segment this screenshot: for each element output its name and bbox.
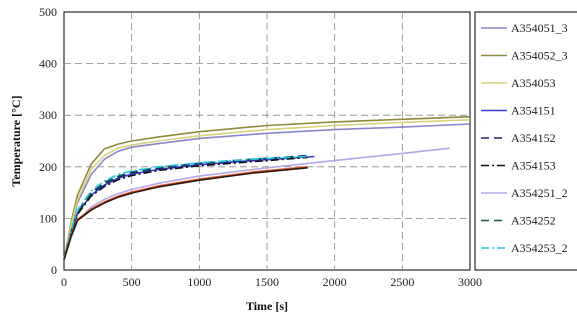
legend-label: A354253_2 [511,241,568,255]
series-line-A354252 [63,155,308,260]
y-axis-ticks: 0 100 200 300 400 500 [39,5,57,277]
legend-label: A354251_2 [511,186,568,200]
x-tick-label: 2000 [323,275,347,289]
grid [64,12,470,270]
series-line-A354052_3 [63,115,471,260]
legend-label: A354151 [511,104,556,118]
x-tick-label: 500 [123,275,141,289]
series-line-unlabeled-10 [63,167,308,260]
y-tick-label: 500 [39,5,57,19]
legend-label: A354051_3 [511,21,568,35]
x-tick-label: 2500 [390,275,414,289]
y-tick-label: 400 [39,57,57,71]
series-line-A354053 [63,119,471,260]
y-tick-label: 0 [51,263,57,277]
y-tick-label: 100 [39,211,57,225]
legend-label: A354152 [511,131,556,145]
x-tick-label: 0 [61,275,67,289]
y-tick-label: 300 [39,108,57,122]
x-axis-label: Time [s] [246,299,288,313]
x-tick-label: 1500 [255,275,279,289]
legend-label: A354153 [511,159,556,173]
legend-label: A354053 [511,76,556,90]
x-tick-label: 3000 [458,275,482,289]
y-tick-label: 200 [39,160,57,174]
legend: A354051_3 A354052_3 A354053 A354151 A354152 A… [474,11,577,271]
series-line-A354153 [63,156,308,260]
x-axis-ticks: 0 500 1000 1500 2000 2500 3000 [61,275,482,289]
legend-label: A354252 [511,214,556,228]
x-tick-label: 1000 [187,275,211,289]
series-lines [63,115,471,260]
y-axis-label: Temperature [°C] [9,95,23,186]
series-line-A354253_2 [63,155,308,260]
legend-label: A354052_3 [511,49,568,63]
